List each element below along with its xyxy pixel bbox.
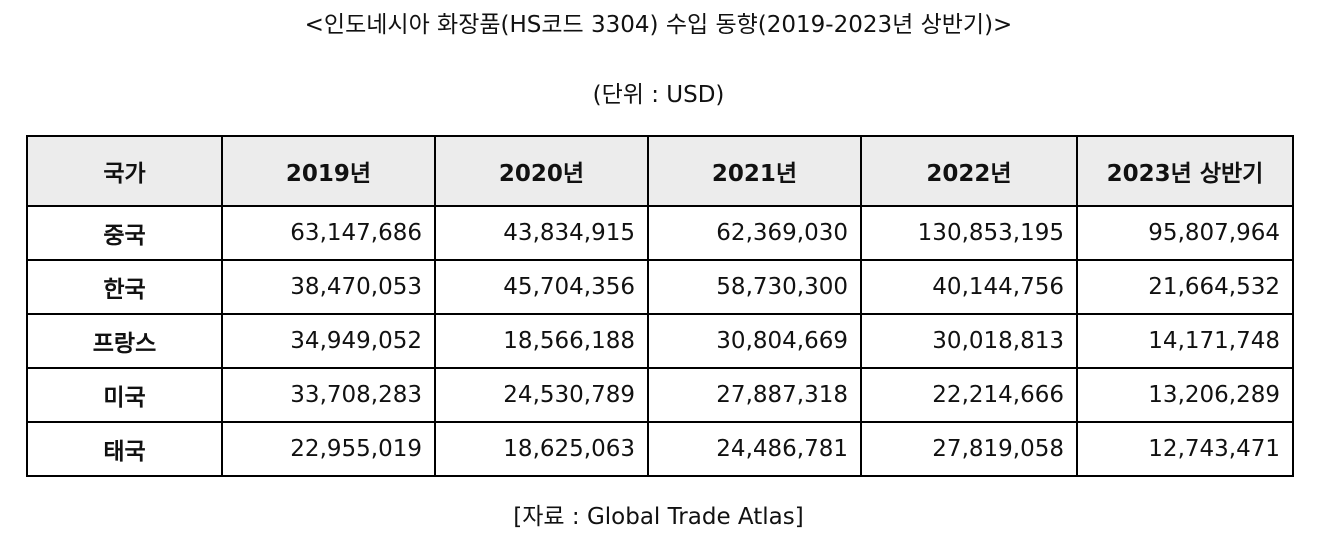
value-cell: 22,214,666 xyxy=(860,367,1078,423)
value-cell: 27,887,318 xyxy=(647,367,862,423)
value-cell: 63,147,686 xyxy=(221,205,436,261)
value-cell: 43,834,915 xyxy=(434,205,649,261)
source-note: [자료 : Global Trade Atlas] xyxy=(513,504,804,530)
header-2023-h1: 2023년 상반기 xyxy=(1076,135,1294,207)
unit-label: (단위 : USD) xyxy=(592,82,725,108)
value-cell: 24,530,789 xyxy=(434,367,649,423)
value-cell: 95,807,964 xyxy=(1076,205,1294,261)
value-cell: 13,206,289 xyxy=(1076,367,1294,423)
value-cell: 27,819,058 xyxy=(860,421,1078,477)
table-row: 프랑스 34,949,052 18,566,188 30,804,669 30,… xyxy=(26,313,1294,369)
value-cell: 18,566,188 xyxy=(434,313,649,369)
value-cell: 14,171,748 xyxy=(1076,313,1294,369)
value-cell: 30,804,669 xyxy=(647,313,862,369)
value-cell: 22,955,019 xyxy=(221,421,436,477)
value-cell: 30,018,813 xyxy=(860,313,1078,369)
value-cell: 18,625,063 xyxy=(434,421,649,477)
table-header-row: 국가 2019년 2020년 2021년 2022년 2023년 상반기 xyxy=(26,135,1294,207)
value-cell: 130,853,195 xyxy=(860,205,1078,261)
country-cell: 미국 xyxy=(26,367,223,423)
table-row: 태국 22,955,019 18,625,063 24,486,781 27,8… xyxy=(26,421,1294,477)
value-cell: 12,743,471 xyxy=(1076,421,1294,477)
header-2020: 2020년 xyxy=(434,135,649,207)
country-cell: 한국 xyxy=(26,259,223,315)
country-cell: 태국 xyxy=(26,421,223,477)
table-row: 중국 63,147,686 43,834,915 62,369,030 130,… xyxy=(26,205,1294,261)
value-cell: 62,369,030 xyxy=(647,205,862,261)
value-cell: 38,470,053 xyxy=(221,259,436,315)
import-trend-table: 국가 2019년 2020년 2021년 2022년 2023년 상반기 중국 … xyxy=(26,135,1294,477)
value-cell: 33,708,283 xyxy=(221,367,436,423)
value-cell: 40,144,756 xyxy=(860,259,1078,315)
value-cell: 24,486,781 xyxy=(647,421,862,477)
header-2021: 2021년 xyxy=(647,135,862,207)
value-cell: 58,730,300 xyxy=(647,259,862,315)
header-country: 국가 xyxy=(26,135,223,207)
value-cell: 45,704,356 xyxy=(434,259,649,315)
header-2022: 2022년 xyxy=(860,135,1078,207)
header-2019: 2019년 xyxy=(221,135,436,207)
value-cell: 21,664,532 xyxy=(1076,259,1294,315)
country-cell: 중국 xyxy=(26,205,223,261)
table-row: 미국 33,708,283 24,530,789 27,887,318 22,2… xyxy=(26,367,1294,423)
table-row: 한국 38,470,053 45,704,356 58,730,300 40,1… xyxy=(26,259,1294,315)
value-cell: 34,949,052 xyxy=(221,313,436,369)
document-title: <인도네시아 화장품(HS코드 3304) 수입 동향(2019-2023년 상… xyxy=(304,12,1013,38)
country-cell: 프랑스 xyxy=(26,313,223,369)
